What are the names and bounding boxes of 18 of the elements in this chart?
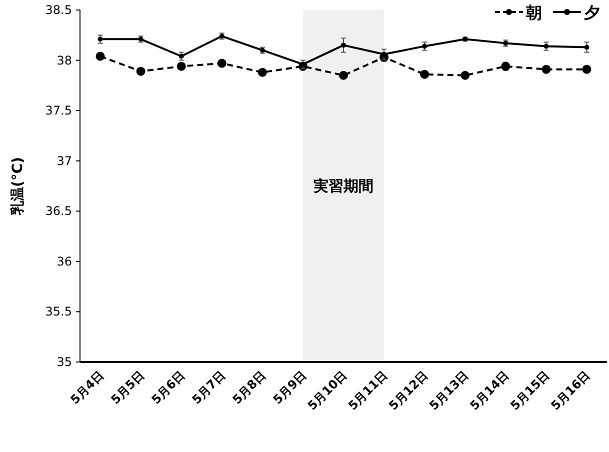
y-axis-title: 乳温(°C) — [10, 156, 26, 216]
legend-label: 夕 — [583, 3, 600, 22]
band: 実習期間 — [302, 10, 384, 362]
legend-label: 朝 — [525, 3, 542, 22]
y-tick-label: 36 — [56, 254, 72, 268]
y-tick-label: 35 — [56, 355, 72, 369]
y-tick-label: 37 — [56, 154, 72, 168]
band-label: 実習期間 — [312, 177, 374, 195]
x-tick-label: 5月4日 — [68, 368, 106, 407]
x-tick-label: 5月5日 — [108, 368, 147, 407]
y-tick-label: 37.5 — [45, 104, 72, 118]
x-tick-label: 5月7日 — [189, 368, 228, 407]
y-tick-label: 35.5 — [45, 304, 72, 319]
y-tick-label: 36.5 — [45, 204, 72, 218]
x-tick-label: 5月6日 — [148, 368, 188, 407]
x-tick-label: 5月8日 — [230, 368, 269, 407]
y-tick-label: 38 — [56, 53, 72, 68]
y-tick-label: 38.5 — [45, 3, 72, 17]
